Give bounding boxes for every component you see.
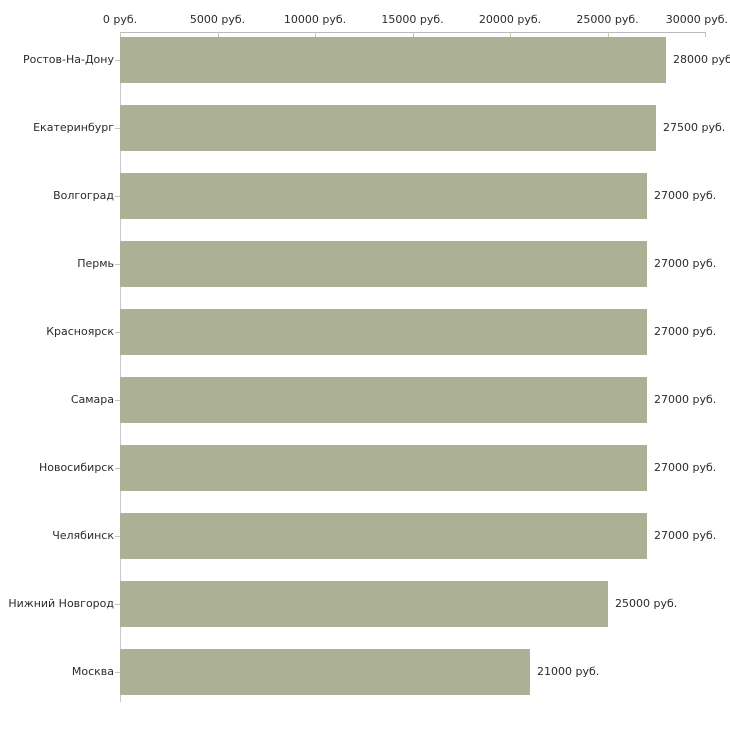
value-label: 27000 руб. [654, 393, 717, 406]
bar-4 [120, 241, 647, 287]
bar-10 [120, 649, 530, 695]
bar-5 [120, 309, 647, 355]
x-axis-tick-mark [510, 32, 511, 37]
x-axis-tick-mark [315, 32, 316, 37]
category-tick-mark [115, 604, 120, 605]
category-label: Новосибирск [38, 461, 114, 474]
category-tick-mark [115, 196, 120, 197]
bar-2 [120, 105, 656, 151]
x-axis-tick-label: 30000 руб. [665, 13, 728, 26]
category-tick-mark [115, 400, 120, 401]
y-axis-line [120, 32, 121, 702]
category-label: Екатеринбург [33, 121, 114, 134]
category-label: Челябинск [52, 529, 114, 542]
category-label: Самара [70, 393, 114, 406]
value-label: 27000 руб. [654, 189, 717, 202]
x-axis-tick-label: 25000 руб. [576, 13, 639, 26]
value-label: 27500 руб. [663, 121, 726, 134]
x-axis-tick-label: 5000 руб. [189, 13, 246, 26]
category-tick-mark [115, 264, 120, 265]
x-axis-tick-mark [705, 32, 706, 37]
category-label: Москва [71, 665, 114, 678]
category-tick-mark [115, 128, 120, 129]
category-tick-mark [115, 672, 120, 673]
category-label: Волгоград [53, 189, 114, 202]
bar-3 [120, 173, 647, 219]
value-label: 27000 руб. [654, 529, 717, 542]
category-label: Пермь [77, 257, 114, 270]
value-label: 28000 руб. [673, 53, 730, 66]
value-label: 27000 руб. [654, 325, 717, 338]
x-axis-tick-mark [412, 32, 414, 37]
bar-7 [120, 445, 647, 491]
value-label: 25000 руб. [615, 597, 678, 610]
x-axis-tick-mark [217, 32, 219, 37]
x-axis-tick-label: 10000 руб. [283, 13, 347, 26]
value-label: 27000 руб. [654, 461, 717, 474]
category-tick-mark [115, 332, 120, 333]
category-tick-mark [115, 536, 120, 537]
x-axis-tick-label: 20000 руб. [478, 13, 542, 26]
bar-8 [120, 513, 647, 559]
category-label: Ростов-На-Дону [22, 53, 114, 66]
bar-9 [120, 581, 608, 627]
category-label: Нижний Новгород [8, 597, 114, 610]
category-label: Красноярск [46, 325, 114, 338]
value-label: 27000 руб. [654, 257, 717, 270]
x-axis-tick-mark [120, 32, 121, 37]
bar-1 [120, 37, 666, 83]
x-axis-tick-label: 0 руб. [102, 13, 138, 26]
x-axis-tick-label: 15000 руб. [381, 13, 444, 26]
category-tick-mark [115, 60, 120, 61]
x-axis-tick-mark [607, 32, 609, 37]
value-label: 21000 руб. [537, 665, 600, 678]
bar-6 [120, 377, 647, 423]
category-tick-mark [115, 468, 120, 469]
